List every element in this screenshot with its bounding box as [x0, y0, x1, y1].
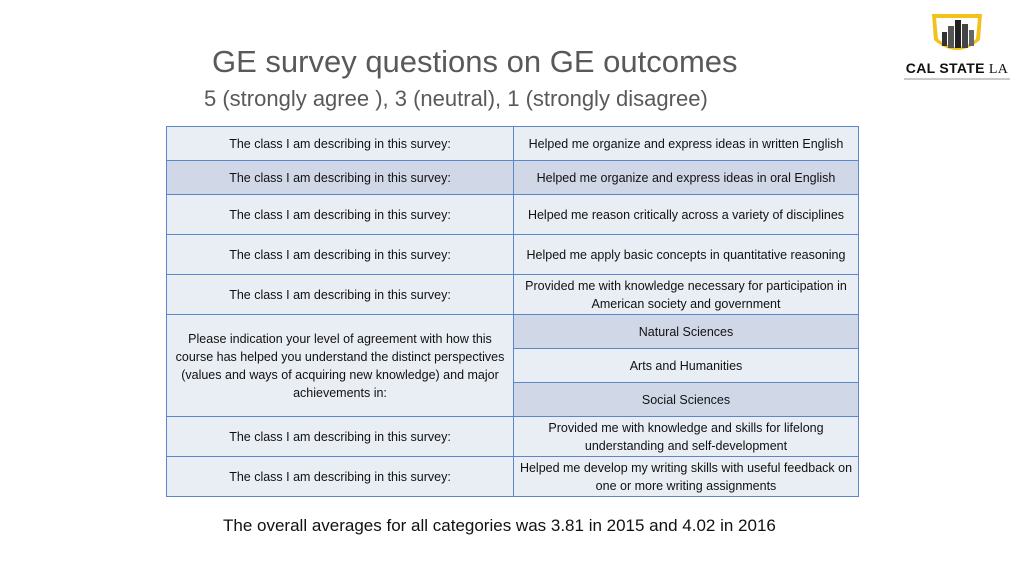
- logo-wordmark: CAL STATE LA: [898, 60, 1016, 78]
- table-row: The class I am describing in this survey…: [166, 194, 859, 235]
- table-cell-prompt: The class I am describing in this survey…: [166, 416, 514, 457]
- logo-wordmark-suffix: LA: [988, 62, 1009, 77]
- slide-subtitle: 5 (strongly agree ), 3 (neutral), 1 (str…: [204, 86, 708, 111]
- table-row: The class I am describing in this survey…: [166, 274, 859, 315]
- table-cell-prompt: The class I am describing in this survey…: [166, 126, 514, 161]
- table-row: The class I am describing in this survey…: [166, 416, 859, 457]
- table-cell-outcome: Provided me with knowledge and skills fo…: [513, 416, 859, 457]
- table-cell-outcome: Helped me apply basic concepts in quanti…: [513, 234, 859, 275]
- table-row: The class I am describing in this survey…: [166, 160, 859, 195]
- table-cell-perspectives-prompt: Please indication your level of agreemen…: [166, 314, 514, 417]
- table-cell-outcome: Helped me develop my writing skills with…: [513, 456, 859, 497]
- table-row: Please indication your level of agreemen…: [166, 314, 859, 417]
- table-cell-prompt: The class I am describing in this survey…: [166, 234, 514, 275]
- table-cell-prompt: The class I am describing in this survey…: [166, 194, 514, 235]
- table-cell-outcome: Social Sciences: [513, 382, 859, 417]
- table-cell-outcome: Provided me with knowledge necessary for…: [513, 274, 859, 315]
- table-cell-prompt: The class I am describing in this survey…: [166, 456, 514, 497]
- logo-tagline-bar: [904, 78, 1010, 80]
- table-cell-outcome: Helped me organize and express ideas in …: [513, 126, 859, 161]
- table-cell-outcome: Arts and Humanities: [513, 348, 859, 383]
- cal-state-la-logo: CAL STATE LA: [898, 10, 1016, 82]
- table-row: The class I am describing in this survey…: [166, 234, 859, 275]
- slide-title: GE survey questions on GE outcomes: [212, 44, 738, 79]
- table-row: The class I am describing in this survey…: [166, 456, 859, 497]
- table-cell-prompt: The class I am describing in this survey…: [166, 274, 514, 315]
- survey-questions-table: The class I am describing in this survey…: [166, 126, 859, 497]
- table-cell-outcome: Natural Sciences: [513, 314, 859, 349]
- table-row: The class I am describing in this survey…: [166, 126, 859, 161]
- logo-wordmark-main: CAL STATE: [905, 60, 985, 76]
- table-cell-outcome: Helped me organize and express ideas in …: [513, 160, 859, 195]
- table-cell-outcome: Helped me reason critically across a var…: [513, 194, 859, 235]
- table-cell-prompt: The class I am describing in this survey…: [166, 160, 514, 195]
- shield-buildings-icon: [932, 14, 982, 50]
- overall-averages-note: The overall averages for all categories …: [223, 516, 776, 535]
